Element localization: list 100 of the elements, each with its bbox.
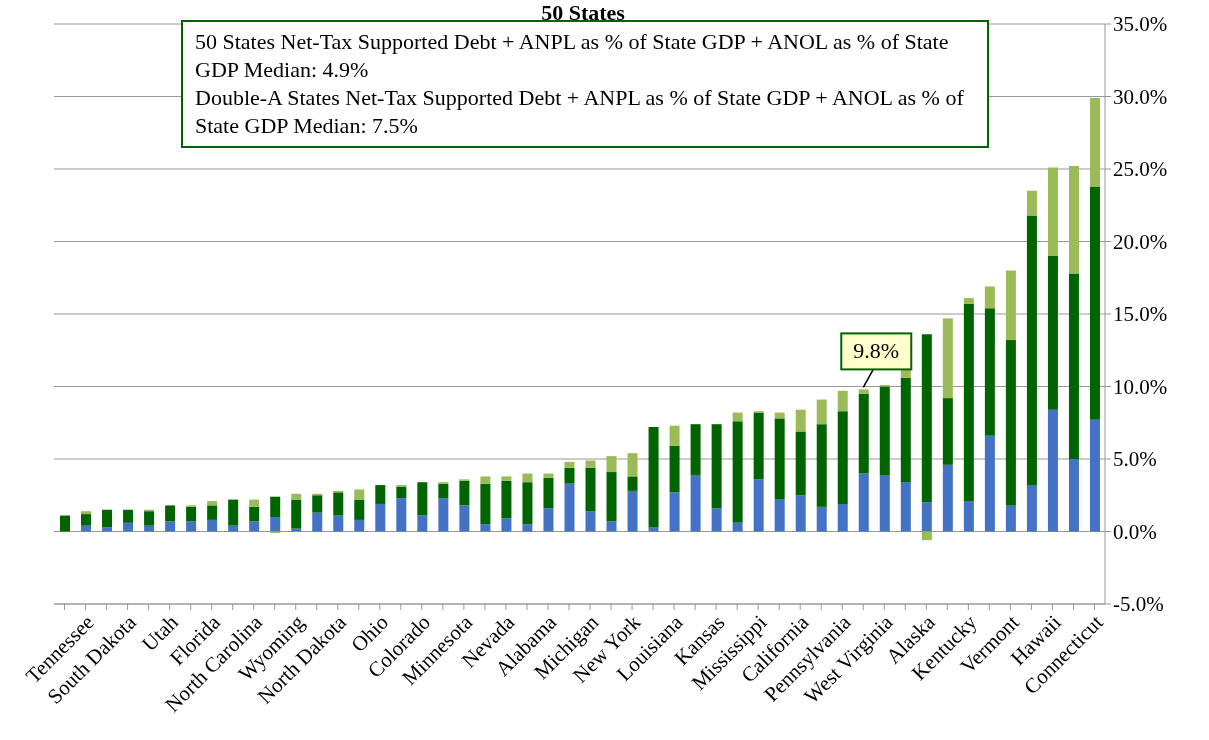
bar <box>1089 97 1100 187</box>
bar <box>774 499 785 532</box>
bar <box>123 509 134 523</box>
bar <box>564 483 575 532</box>
bar <box>627 476 638 491</box>
bar <box>837 390 848 412</box>
bar <box>249 506 260 522</box>
bar <box>900 482 911 532</box>
y-tick-label: 30.0% <box>1113 84 1168 109</box>
bar <box>837 503 848 532</box>
bar <box>333 515 344 532</box>
bar <box>81 511 92 515</box>
bar <box>921 531 932 541</box>
bar <box>1005 505 1016 532</box>
bar <box>858 473 869 532</box>
bar <box>1026 190 1037 216</box>
bar <box>984 435 995 532</box>
bar <box>60 515 70 532</box>
bar <box>879 386 890 475</box>
bar <box>270 517 281 532</box>
bar <box>1005 270 1016 341</box>
bar <box>396 498 407 532</box>
bar <box>543 477 554 509</box>
bar <box>648 427 659 528</box>
annotation: 9.8% <box>853 338 900 364</box>
annotation: 50 States Net-Tax Supported Debt + ANPL as % of State GDP + ANOL as % of State GDP Median: 4.9% Double-A States Net-Tax Supported Debt + ANPL as % of State GDP + ANOL as % of State GDP Median: 7.5% <box>195 29 964 138</box>
bar <box>291 499 302 529</box>
bar <box>375 503 386 532</box>
bar <box>291 493 302 500</box>
bar <box>732 412 743 422</box>
bar <box>669 492 680 532</box>
bar <box>102 527 113 532</box>
bar <box>1089 186 1100 420</box>
bar <box>1047 409 1058 532</box>
bar <box>606 521 617 532</box>
bar <box>669 425 680 446</box>
bar <box>396 486 407 499</box>
bar <box>522 473 533 483</box>
bar <box>81 525 92 532</box>
bar <box>522 482 533 525</box>
bar <box>816 506 827 532</box>
bar <box>837 411 848 504</box>
bar <box>1089 419 1100 532</box>
bar <box>291 528 302 532</box>
bar <box>186 521 197 532</box>
bar <box>879 474 890 532</box>
bar <box>921 334 932 503</box>
bar <box>207 501 218 506</box>
bar <box>333 492 344 516</box>
y-tick-label: -5.0% <box>1113 592 1164 617</box>
bar <box>165 521 176 532</box>
bar <box>585 511 596 532</box>
bar <box>648 527 659 532</box>
bar <box>1026 215 1037 486</box>
bar <box>963 501 974 532</box>
bar <box>1068 166 1079 274</box>
bar <box>585 460 596 468</box>
y-tick-label: 15.0% <box>1113 302 1168 327</box>
bar <box>774 418 785 500</box>
bar <box>354 519 365 532</box>
bar <box>312 512 323 532</box>
bar <box>165 505 176 522</box>
bar <box>942 318 953 399</box>
bar <box>228 499 239 526</box>
bar <box>102 509 113 528</box>
bar <box>501 480 512 519</box>
bar <box>501 476 512 481</box>
bar <box>858 389 869 394</box>
bar <box>942 464 953 532</box>
bar <box>501 518 512 532</box>
bar <box>816 399 827 425</box>
bar <box>1047 256 1058 410</box>
bar <box>816 424 827 507</box>
bar <box>984 286 995 309</box>
bar <box>1068 459 1079 532</box>
y-tick-label: 0.0% <box>1113 519 1157 544</box>
bar <box>480 483 491 525</box>
bar <box>900 377 911 483</box>
bar <box>417 482 428 516</box>
bar <box>690 424 701 475</box>
bar <box>144 511 155 526</box>
bar <box>438 498 449 532</box>
bar <box>732 421 743 523</box>
bar <box>1005 340 1016 506</box>
bar <box>312 495 323 513</box>
bar <box>1068 273 1079 459</box>
bar <box>123 522 134 532</box>
bar <box>1026 485 1037 532</box>
bar <box>963 303 974 502</box>
bar <box>795 431 806 496</box>
bar <box>228 525 239 532</box>
bar <box>627 490 638 532</box>
bar <box>270 496 281 517</box>
bar <box>207 505 218 520</box>
bar <box>732 522 743 532</box>
bar <box>543 473 554 478</box>
bar <box>81 514 92 526</box>
bar <box>711 424 722 509</box>
bar <box>354 489 365 500</box>
bar <box>984 308 995 436</box>
